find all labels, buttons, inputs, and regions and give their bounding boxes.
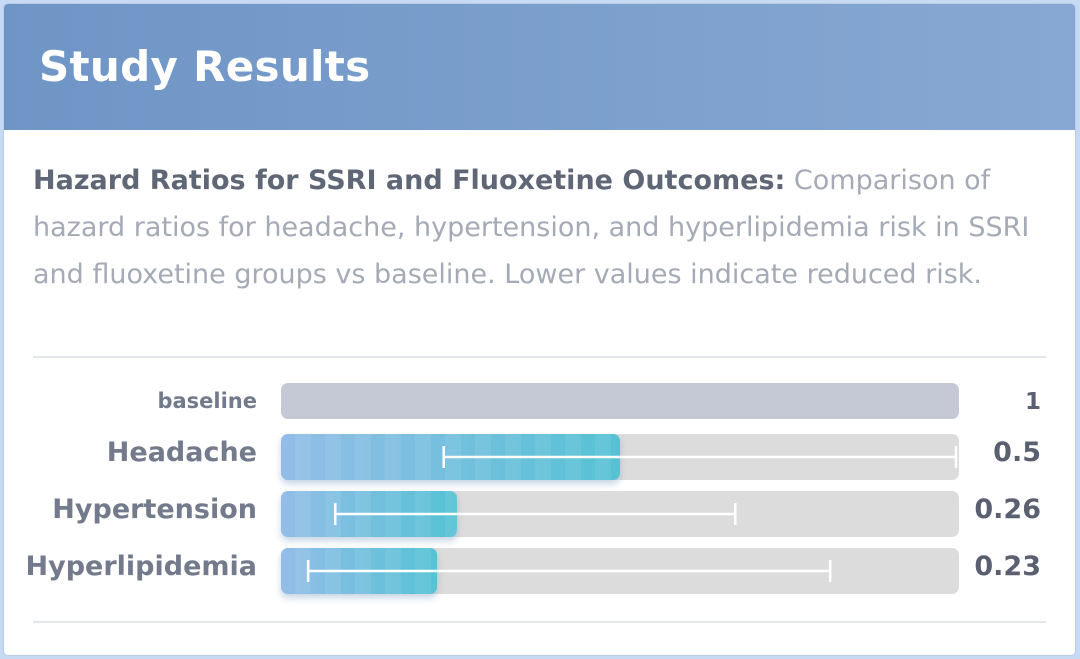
divider-bottom xyxy=(33,621,1046,623)
ci-whisker xyxy=(306,560,832,582)
row-track xyxy=(281,434,959,480)
divider-top xyxy=(33,356,1046,358)
row-label-hyperlipidemia: Hyperlipidemia xyxy=(25,551,258,582)
row-value-headache: 0.5 xyxy=(993,437,1041,468)
row-label-hypertension: Hypertension xyxy=(52,494,257,525)
baseline-track xyxy=(281,383,959,419)
ci-whisker xyxy=(442,446,958,468)
row-value-hypertension: 0.26 xyxy=(974,494,1041,525)
chart-description: Hazard Ratios for SSRI and Fluoxetine Ou… xyxy=(33,157,1033,298)
baseline-value: 1 xyxy=(1024,389,1041,415)
card-title: Study Results xyxy=(39,42,371,91)
row-track xyxy=(281,548,959,594)
baseline-label: baseline xyxy=(157,389,257,413)
ci-whisker xyxy=(333,503,737,525)
row-value-hyperlipidemia: 0.23 xyxy=(974,551,1041,582)
description-text: Comparison of hazard ratios for headache… xyxy=(33,165,1030,290)
row-track xyxy=(281,491,959,537)
study-results-card: Study Results Hazard Ratios for SSRI and… xyxy=(4,4,1075,655)
description-title: Hazard Ratios for SSRI and Fluoxetine Ou… xyxy=(33,165,786,196)
row-label-headache: Headache xyxy=(106,437,257,468)
card-header: Study Results xyxy=(4,4,1075,130)
